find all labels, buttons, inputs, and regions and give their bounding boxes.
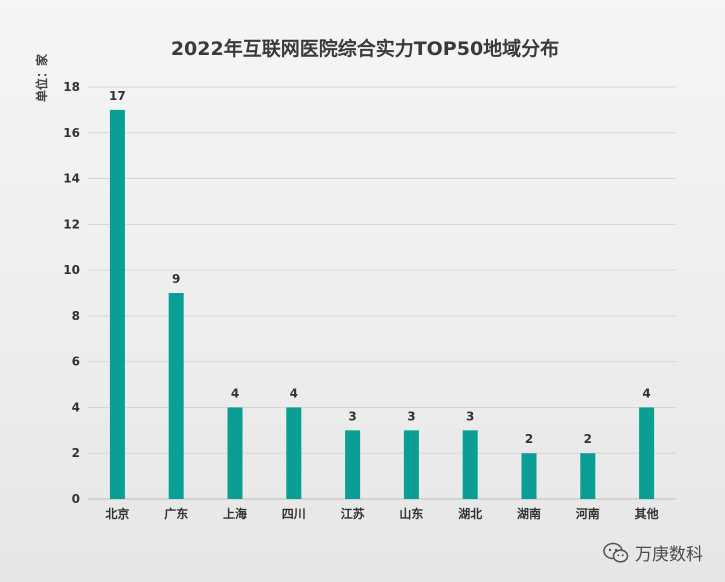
data-label: 4 [642,386,650,400]
data-label: 9 [172,272,180,286]
x-tick-label: 广东 [164,506,188,521]
data-label: 4 [231,386,239,400]
bar [639,407,655,499]
watermark: 万庚数科 [603,540,703,565]
y-tick-label: 6 [72,355,80,369]
x-tick-label: 四川 [282,507,306,521]
bars [109,109,655,499]
data-label: 17 [109,89,126,103]
x-tick-label: 河南 [575,506,600,521]
x-tick-label: 湖南 [517,506,541,521]
y-tick-label: 16 [63,126,80,140]
x-axis-ticks: 北京 广东 上海 四川 江苏 山东 湖北 湖南 河南 其他 [105,506,658,521]
y-tick-label: 12 [63,217,80,231]
x-tick-label: 湖北 [458,506,482,521]
y-tick-label: 0 [72,492,80,506]
y-axis-ticks: 0 2 4 6 8 10 12 14 16 18 [63,80,80,506]
bar [286,407,302,499]
y-tick-label: 4 [72,400,80,414]
wechat-icon [603,542,629,563]
y-axis-label: 单位：家 [34,53,49,102]
bar [521,453,537,499]
bar [227,407,243,499]
bar [109,109,125,499]
y-tick-label: 18 [63,80,80,94]
x-tick-label: 江苏 [341,506,365,521]
watermark-text: 万庚数科 [635,545,703,565]
bar [403,430,419,499]
data-label: 3 [466,409,474,423]
data-label: 2 [525,432,533,446]
data-label: 3 [407,409,415,423]
data-labels: 17 9 4 4 3 3 3 2 2 4 [109,89,651,446]
y-tick-label: 2 [72,446,80,460]
bar [462,430,478,499]
x-tick-label: 山东 [399,506,423,521]
bar [580,453,596,499]
chart-title: 2022年互联网医院综合实力TOP50地域分布 [171,37,559,60]
bar [168,293,184,499]
y-tick-label: 10 [63,263,80,277]
bar [345,430,361,499]
y-tick-label: 8 [72,309,80,323]
x-tick-label: 北京 [105,506,129,521]
data-label: 4 [290,386,298,400]
x-tick-label: 上海 [223,506,247,521]
y-tick-label: 14 [63,172,80,186]
data-label: 3 [348,409,356,423]
data-label: 2 [584,432,592,446]
gridlines [88,86,676,500]
x-tick-label: 其他 [635,506,659,521]
